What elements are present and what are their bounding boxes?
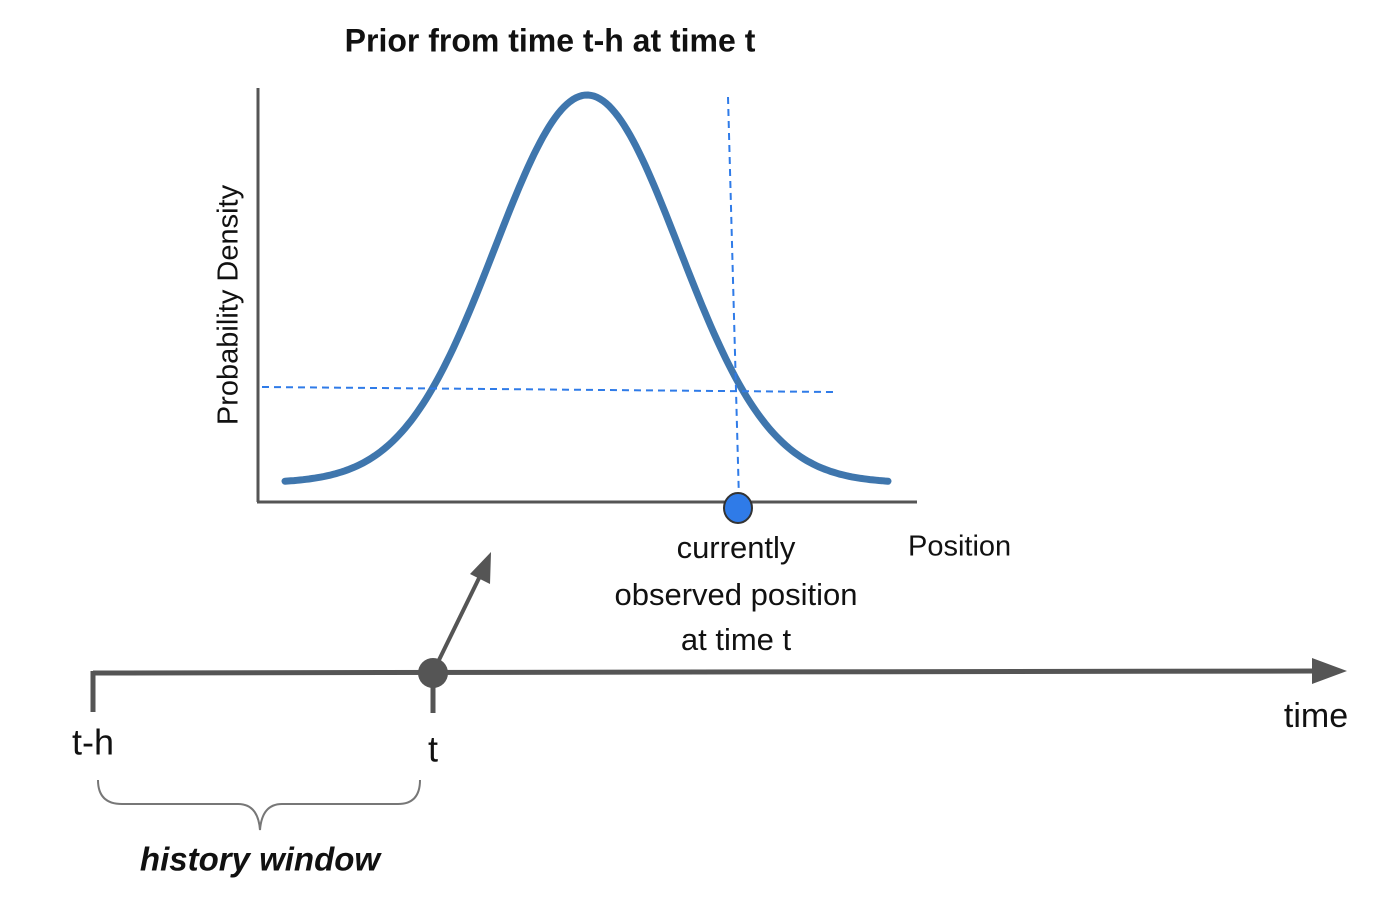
annotation-line: currently bbox=[677, 530, 796, 565]
link-arrowhead bbox=[470, 552, 491, 584]
y-axis-label: Probability Density bbox=[213, 184, 245, 425]
density-guide bbox=[261, 386, 834, 393]
window-label: history window bbox=[140, 841, 383, 878]
time-label: time bbox=[1284, 697, 1348, 735]
link-arrow bbox=[436, 571, 484, 663]
position-guide bbox=[727, 96, 740, 501]
annotation-line: at time t bbox=[681, 622, 792, 657]
timeline-axis bbox=[92, 668, 1321, 676]
density-curve bbox=[281, 91, 892, 485]
start-label: t-h bbox=[72, 722, 114, 763]
current-point bbox=[418, 658, 448, 688]
x-axis-label: Position bbox=[908, 531, 1011, 563]
title: Prior from time t-h at time t bbox=[345, 22, 756, 58]
observed-point bbox=[723, 492, 753, 524]
annotation-line: observed position bbox=[615, 577, 858, 612]
timeline-arrowhead bbox=[1312, 658, 1347, 684]
current-label: t bbox=[428, 729, 438, 770]
window-brace bbox=[97, 779, 421, 831]
